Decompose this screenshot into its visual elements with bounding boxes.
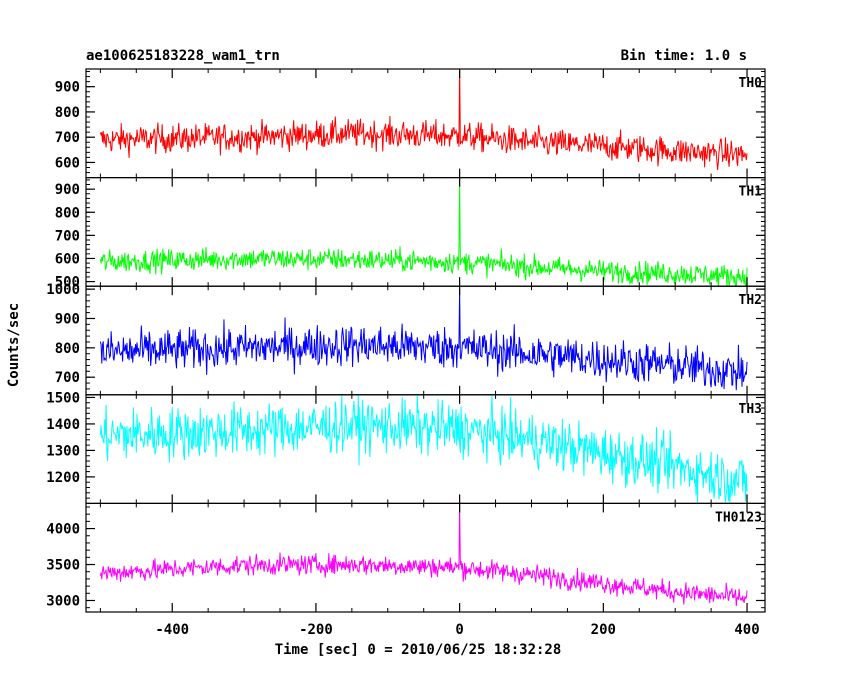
series-label-th3: TH3	[739, 402, 762, 417]
series-line-th0123	[99, 503, 748, 607]
y-tick-label: 800	[55, 205, 80, 221]
series-label-th2: TH2	[739, 293, 762, 308]
x-tick-label: 400	[734, 622, 759, 638]
y-tick-label: 800	[55, 105, 80, 121]
y-tick-label: 900	[55, 311, 80, 327]
y-tick-label: 1500	[46, 390, 80, 406]
y-tick-label: 900	[55, 182, 80, 198]
panel-th1: 500 600 700 800 900 TH1	[55, 177, 766, 291]
panels-group: 600 700 800 900 TH0 500 600 700 800 900 TH1 700 800 9…	[46, 68, 766, 613]
panel-th2: 700 800 900 1000 TH2	[46, 282, 766, 396]
y-tick-label: 3500	[46, 558, 80, 574]
series-label-th1: TH1	[739, 185, 763, 200]
panel-frame	[85, 285, 766, 396]
bin-time-label: Bin time: 1.0 s	[621, 48, 747, 64]
series-line-th2	[99, 289, 748, 391]
y-tick-label: 4000	[46, 522, 80, 538]
chart-title: ae100625183228_wam1_trn	[86, 48, 280, 64]
y-tick-label: 1200	[46, 470, 80, 486]
y-axis-label: Counts/sec	[6, 303, 22, 387]
x-tick-label: 200	[591, 622, 616, 638]
series-line-th0	[99, 69, 748, 170]
y-tick-label: 3000	[46, 593, 80, 609]
y-tick-label: 1400	[46, 417, 80, 433]
panel-th0123: 3000 3500 4000 TH0123	[46, 502, 766, 613]
panel-frame	[85, 394, 766, 504]
series-label-th0: TH0	[739, 76, 763, 91]
y-tick-label: 700	[55, 228, 80, 244]
y-tick-label: 900	[55, 80, 80, 96]
series-label-th0123: TH0123	[715, 510, 762, 525]
x-tick-label: -400	[155, 622, 189, 638]
y-tick-label: 800	[55, 341, 80, 357]
series-line-th3	[99, 394, 748, 504]
x-tick-label: -200	[299, 622, 333, 638]
panel-th0: 600 700 800 900 TH0	[55, 68, 766, 179]
y-tick-label: 700	[55, 130, 80, 146]
series-line-th1	[99, 177, 748, 287]
x-tick-labels: -400 -200 0 200 400	[155, 622, 759, 638]
y-tick-label: 700	[55, 370, 80, 386]
y-tick-label: 1000	[46, 282, 80, 298]
x-tick-label: 0	[455, 622, 463, 638]
y-tick-label: 600	[55, 155, 80, 171]
panel-th3: 1200 1300 1400 1500 TH3	[46, 390, 766, 504]
y-tick-label: 600	[55, 251, 80, 267]
x-axis-label: Time [sec] 0 = 2010/06/25 18:32:28	[275, 642, 562, 658]
y-tick-label: 1300	[46, 443, 80, 459]
panel-frame	[85, 502, 766, 613]
y-tick-label: 500	[55, 275, 80, 291]
